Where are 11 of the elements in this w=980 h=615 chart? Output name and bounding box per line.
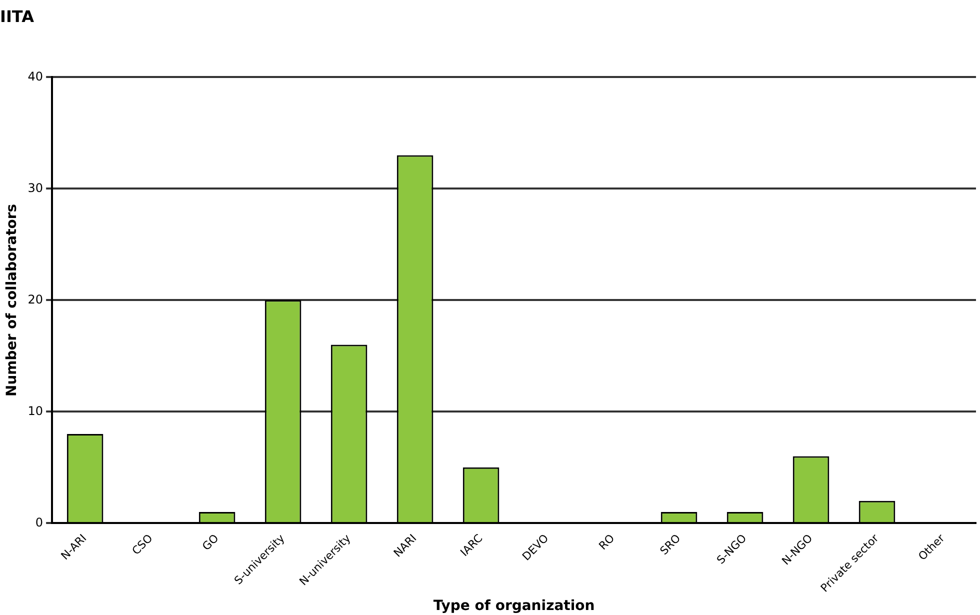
y-tick-label: 0	[35, 515, 44, 530]
chart-title: IITA	[0, 6, 35, 26]
y-tick-label: 30	[28, 180, 44, 195]
y-axis-title: Number of collaborators	[4, 204, 20, 397]
x-axis-title: Type of organization	[433, 598, 595, 614]
x-tick-label: GO	[200, 532, 222, 554]
y-tick-label: 10	[28, 404, 44, 418]
x-tick-label: RO	[596, 532, 618, 552]
y-tick-label: 20	[28, 292, 44, 306]
x-tick-label: CSO	[130, 532, 156, 558]
y-tick-label: 40	[28, 69, 44, 84]
